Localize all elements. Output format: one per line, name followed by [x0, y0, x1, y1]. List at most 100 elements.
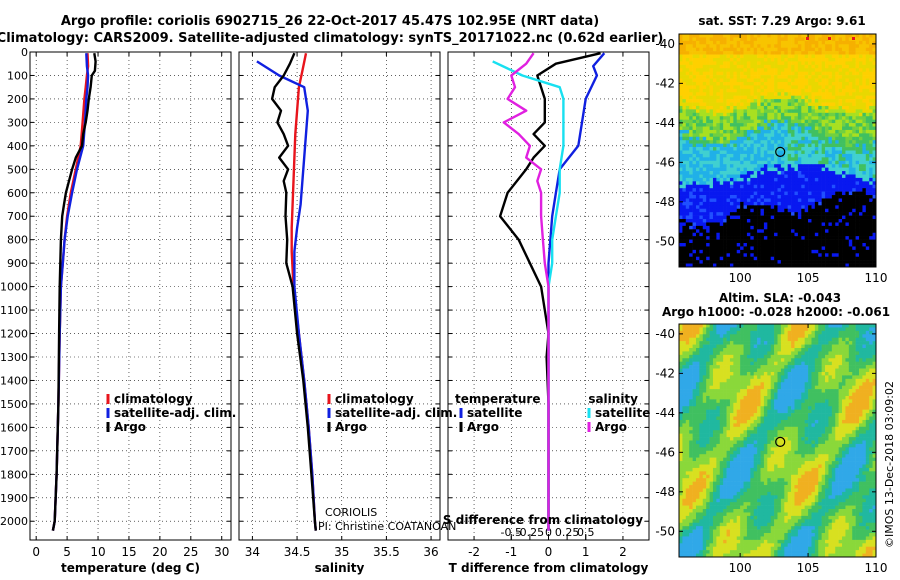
map-cell: [729, 249, 734, 254]
map-cell: [767, 253, 772, 258]
map-cell: [777, 229, 782, 234]
map-cell: [760, 47, 765, 52]
map-cell: [821, 136, 826, 141]
map-cell: [719, 147, 724, 151]
map-cell: [712, 358, 717, 362]
map-cell: [746, 334, 751, 339]
map-cell: [774, 61, 778, 66]
map-cell: [729, 195, 734, 199]
map-cell: [797, 112, 802, 117]
map-cell: [845, 219, 850, 223]
map-cell: [774, 164, 778, 168]
map-cell: [801, 354, 805, 359]
map-cell: [723, 181, 727, 186]
map-cell: [855, 112, 860, 117]
map-cell: [763, 81, 768, 86]
map-cell: [794, 126, 799, 131]
map-cell: [706, 222, 710, 227]
map-cell: [869, 167, 873, 172]
map-cell: [869, 133, 873, 138]
map-cell: [706, 105, 710, 110]
map-cell: [845, 140, 850, 144]
map-cell: [845, 222, 850, 227]
map-cell: [865, 243, 870, 247]
map-cell: [814, 215, 819, 220]
map-cell: [808, 263, 812, 267]
map-cell: [845, 167, 850, 172]
map-cell: [689, 239, 693, 244]
map-cell: [777, 40, 782, 45]
map-cell: [750, 150, 755, 155]
map-cell: [804, 109, 809, 114]
map-cell: [706, 253, 710, 258]
map-cell: [842, 215, 846, 220]
map-cell: [695, 95, 700, 100]
map-cell: [709, 85, 714, 90]
map-cell: [695, 222, 700, 227]
map-cell: [729, 57, 734, 62]
map-cell: [685, 365, 690, 369]
profile-plots: 0 5 10 15 20 25 300100200300400500600700800900…: [0, 46, 650, 575]
map-cell: [872, 47, 876, 52]
map-cell: [859, 164, 863, 168]
map-cell: [695, 239, 700, 244]
map-cell: [862, 246, 867, 251]
map-cell: [838, 171, 843, 175]
map-cell: [716, 334, 721, 339]
map-cell: [679, 78, 683, 83]
map-cell: [835, 54, 839, 59]
map-cell: [814, 253, 819, 258]
map-cell: [757, 205, 761, 210]
map-cell: [791, 188, 795, 192]
map-cell: [689, 263, 693, 267]
map-cell: [702, 263, 707, 267]
map-cell: [828, 150, 833, 155]
map-cell: [682, 129, 687, 134]
map-cell: [679, 57, 683, 62]
map-cell: [862, 37, 867, 42]
map-cell: [784, 337, 788, 342]
map-cell: [797, 239, 802, 244]
map-cell: [872, 109, 876, 114]
map-cell: [838, 164, 843, 168]
map-cell: [719, 253, 724, 258]
map-cell: [689, 229, 693, 234]
map-cell: [859, 198, 863, 203]
map-cell: [685, 88, 690, 93]
figure-title-line1: Argo profile: coriolis 6902715_26 22-Oct…: [61, 14, 599, 29]
map-cell: [689, 123, 693, 127]
map-cell: [692, 344, 697, 349]
map-cell: [763, 136, 768, 141]
map-cell: [825, 160, 829, 165]
map-cell: [695, 147, 700, 151]
map-cell: [753, 105, 758, 110]
map-cell: [692, 116, 697, 120]
map-cell: [838, 222, 843, 227]
map-cell: [821, 177, 826, 182]
map-cell: [712, 92, 717, 96]
map-cell: [760, 327, 765, 332]
map-cell: [753, 239, 758, 244]
map-cell: [794, 143, 799, 148]
map-cell: [770, 341, 775, 345]
map-cell: [760, 222, 765, 227]
map-cell: [712, 105, 717, 110]
map-cell: [750, 225, 755, 230]
map-cell: [842, 71, 846, 76]
map-cell: [702, 337, 707, 342]
map-cell: [682, 337, 687, 342]
map-cell: [726, 164, 731, 168]
map-cell: [814, 109, 819, 114]
map-cell: [855, 34, 860, 38]
map-cell: [848, 47, 853, 52]
map-cell: [814, 358, 819, 362]
map-cell: [712, 112, 717, 117]
map-cell: [760, 253, 765, 258]
map-cell: [869, 109, 873, 114]
map-cell: [699, 129, 704, 134]
map-cell: [872, 92, 876, 96]
map-cell: [774, 44, 778, 49]
map-y-tick-label: -40: [655, 37, 675, 51]
map-cell: [709, 47, 714, 52]
map-cell: [719, 215, 724, 220]
